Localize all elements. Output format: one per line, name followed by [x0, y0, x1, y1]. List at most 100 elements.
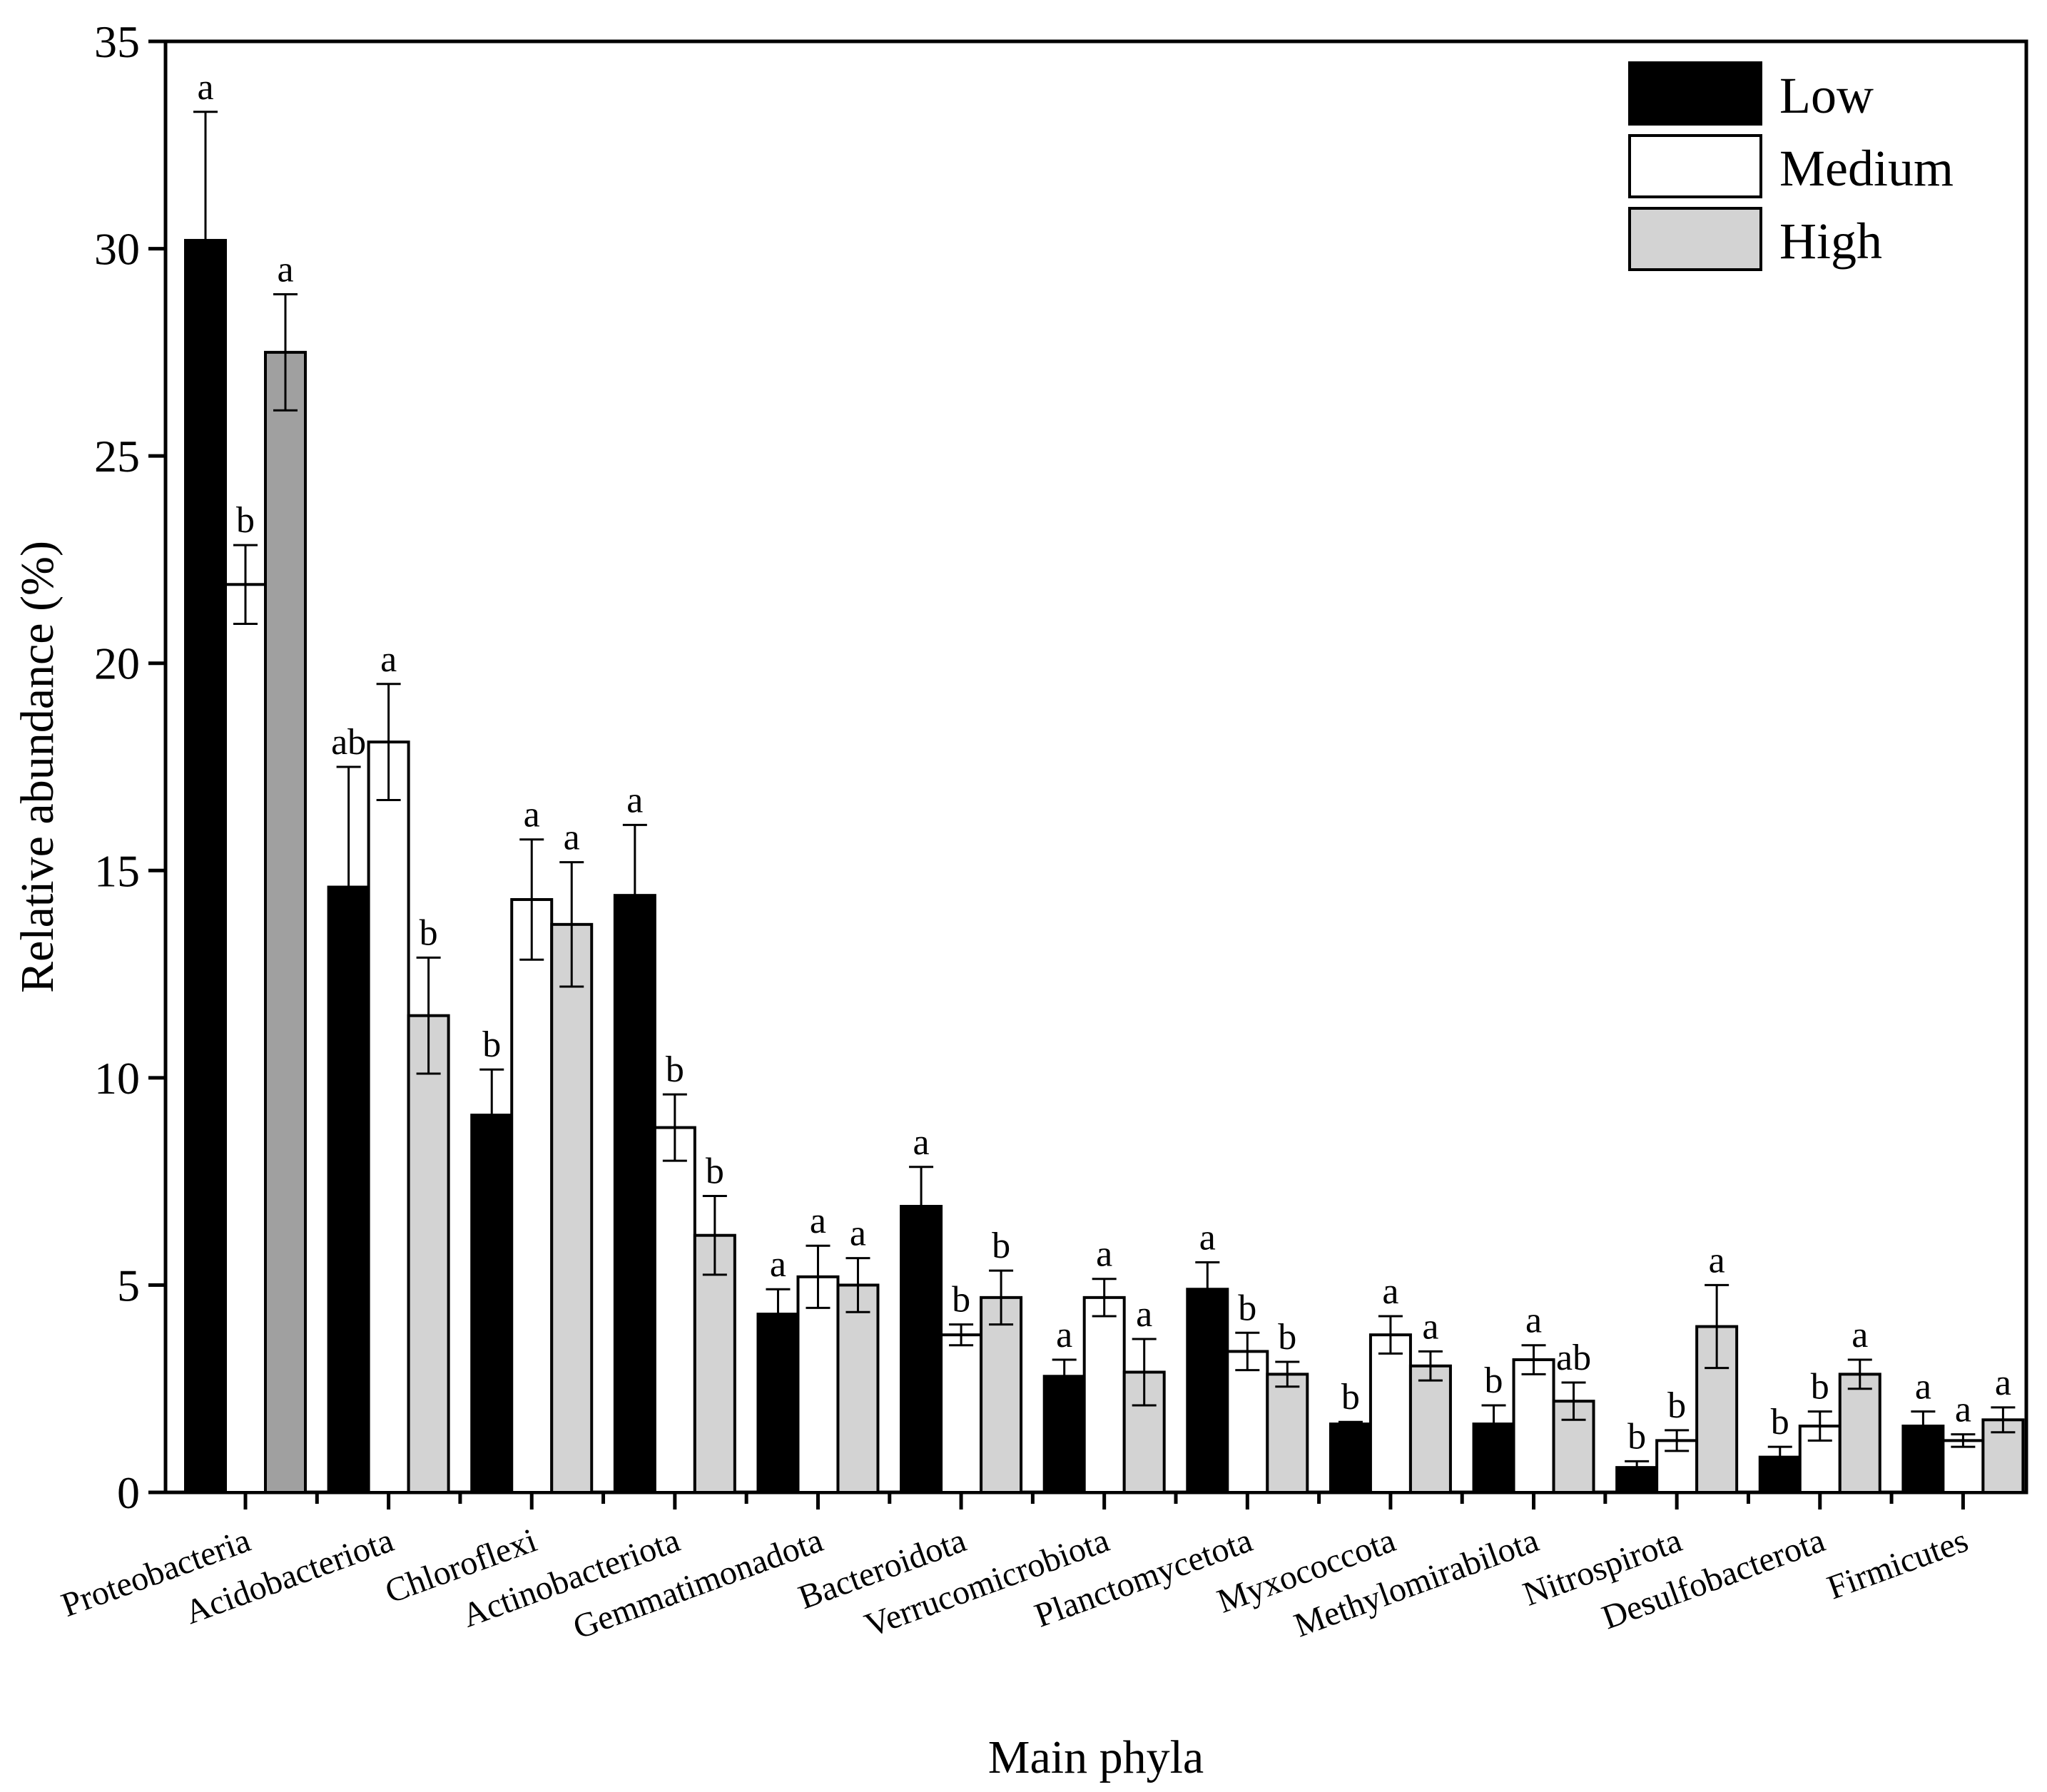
- error-bar: [702, 1194, 727, 1276]
- error-bar: [559, 861, 584, 988]
- error-bar: [1052, 1358, 1077, 1395]
- significance-letter: b: [1238, 1288, 1256, 1328]
- significance-letter: ab: [331, 722, 366, 763]
- bar-high: [693, 1233, 736, 1494]
- bar-low: [900, 1205, 943, 1495]
- significance-letter: a: [1199, 1217, 1216, 1258]
- y-tick-label: 30: [94, 224, 140, 275]
- significance-letter: a: [1915, 1367, 1931, 1407]
- significance-letter: a: [1852, 1315, 1868, 1355]
- legend-label: High: [1779, 213, 1882, 270]
- legend-swatch: [1628, 134, 1762, 198]
- significance-letter: a: [1709, 1240, 1725, 1281]
- significance-letter: a: [850, 1213, 866, 1254]
- error-bar: [376, 683, 401, 801]
- bar-medium: [940, 1333, 983, 1495]
- y-tick-label: 0: [117, 1467, 140, 1518]
- error-bars-group: [193, 111, 2016, 1475]
- bar-high: [407, 1014, 450, 1494]
- error-bar: [989, 1269, 1014, 1326]
- error-bar: [1705, 1283, 1729, 1370]
- bar-low: [470, 1114, 514, 1495]
- y-tick-label: 35: [94, 16, 140, 67]
- significance-letter: a: [1096, 1234, 1112, 1275]
- significance-letter: a: [277, 249, 293, 290]
- error-bar: [416, 956, 441, 1075]
- error-bar: [1625, 1460, 1650, 1475]
- significance-letter: a: [1955, 1390, 1971, 1430]
- error-bar: [1418, 1350, 1443, 1382]
- error-bar: [845, 1257, 870, 1313]
- error-bar: [1665, 1429, 1690, 1452]
- bar-low: [613, 894, 656, 1494]
- legend: Low Medium High: [1628, 61, 1954, 271]
- significance-letter: b: [1811, 1367, 1829, 1407]
- error-bar: [949, 1323, 974, 1347]
- error-bar: [1132, 1338, 1157, 1407]
- significance-letter: a: [380, 639, 397, 680]
- significance-letter: b: [1278, 1317, 1296, 1358]
- error-bar: [1195, 1261, 1220, 1318]
- error-bar: [1991, 1406, 2016, 1434]
- x-axis-title: Main phyla: [988, 1731, 1204, 1783]
- bar-medium: [1226, 1350, 1269, 1494]
- error-bar: [1235, 1331, 1260, 1372]
- significance-letter: a: [770, 1244, 786, 1285]
- legend-item-high: High: [1628, 207, 1882, 271]
- significance-letter: b: [992, 1226, 1010, 1266]
- y-tick-label: 25: [94, 431, 140, 482]
- legend-label: Medium: [1779, 140, 1954, 197]
- bar-high: [264, 350, 307, 1494]
- significance-letter: b: [1485, 1360, 1503, 1401]
- y-tick-label: 15: [94, 845, 140, 896]
- bar-medium: [653, 1126, 696, 1494]
- bar-medium: [1082, 1295, 1126, 1495]
- error-bar: [1092, 1278, 1117, 1318]
- bar-medium: [510, 897, 554, 1494]
- legend-label: Low: [1779, 67, 1874, 124]
- y-tick-label: 20: [94, 638, 140, 689]
- error-bar: [806, 1244, 831, 1309]
- significance-letter: b: [482, 1024, 501, 1065]
- error-bar: [622, 823, 647, 967]
- significance-letter: b: [1771, 1402, 1789, 1442]
- error-bar: [273, 292, 298, 412]
- significance-letter: b: [666, 1049, 684, 1090]
- significance-letter: b: [706, 1151, 724, 1191]
- error-bar: [1911, 1410, 1936, 1442]
- significance-letter: a: [564, 818, 580, 858]
- error-bar: [336, 765, 361, 1009]
- y-tick-label: 5: [117, 1260, 140, 1310]
- error-bar: [1378, 1315, 1403, 1355]
- error-bar: [1275, 1360, 1300, 1388]
- significance-letter: a: [1056, 1315, 1072, 1355]
- bar-high: [550, 922, 594, 1494]
- legend-swatch: [1628, 207, 1762, 271]
- error-bar: [1521, 1344, 1546, 1375]
- bar-low: [1042, 1375, 1086, 1495]
- significance-letter: b: [236, 500, 255, 541]
- bar-medium: [1941, 1439, 1985, 1495]
- significance-letter: a: [1136, 1294, 1152, 1335]
- bar-low: [184, 238, 227, 1494]
- bar-medium: [796, 1275, 840, 1494]
- bar-high: [836, 1283, 880, 1495]
- significance-letter: a: [913, 1122, 930, 1163]
- x-tick-label: Firmicutes: [1822, 1522, 1973, 1607]
- bar-high: [980, 1295, 1023, 1495]
- error-bar: [193, 111, 218, 370]
- bar-medium: [367, 740, 410, 1494]
- error-bar: [1338, 1420, 1363, 1427]
- error-bar: [233, 544, 258, 626]
- error-bar: [909, 1166, 934, 1247]
- error-bar: [1847, 1358, 1872, 1390]
- bar-low: [1186, 1288, 1229, 1494]
- bar-high: [1266, 1373, 1309, 1494]
- legend-item-low: Low: [1628, 61, 1874, 126]
- legend-item-medium: Medium: [1628, 134, 1954, 198]
- legend-swatch: [1628, 61, 1762, 126]
- bar-low: [756, 1313, 800, 1494]
- significance-letter: a: [1422, 1306, 1438, 1347]
- error-bar: [1951, 1433, 1976, 1448]
